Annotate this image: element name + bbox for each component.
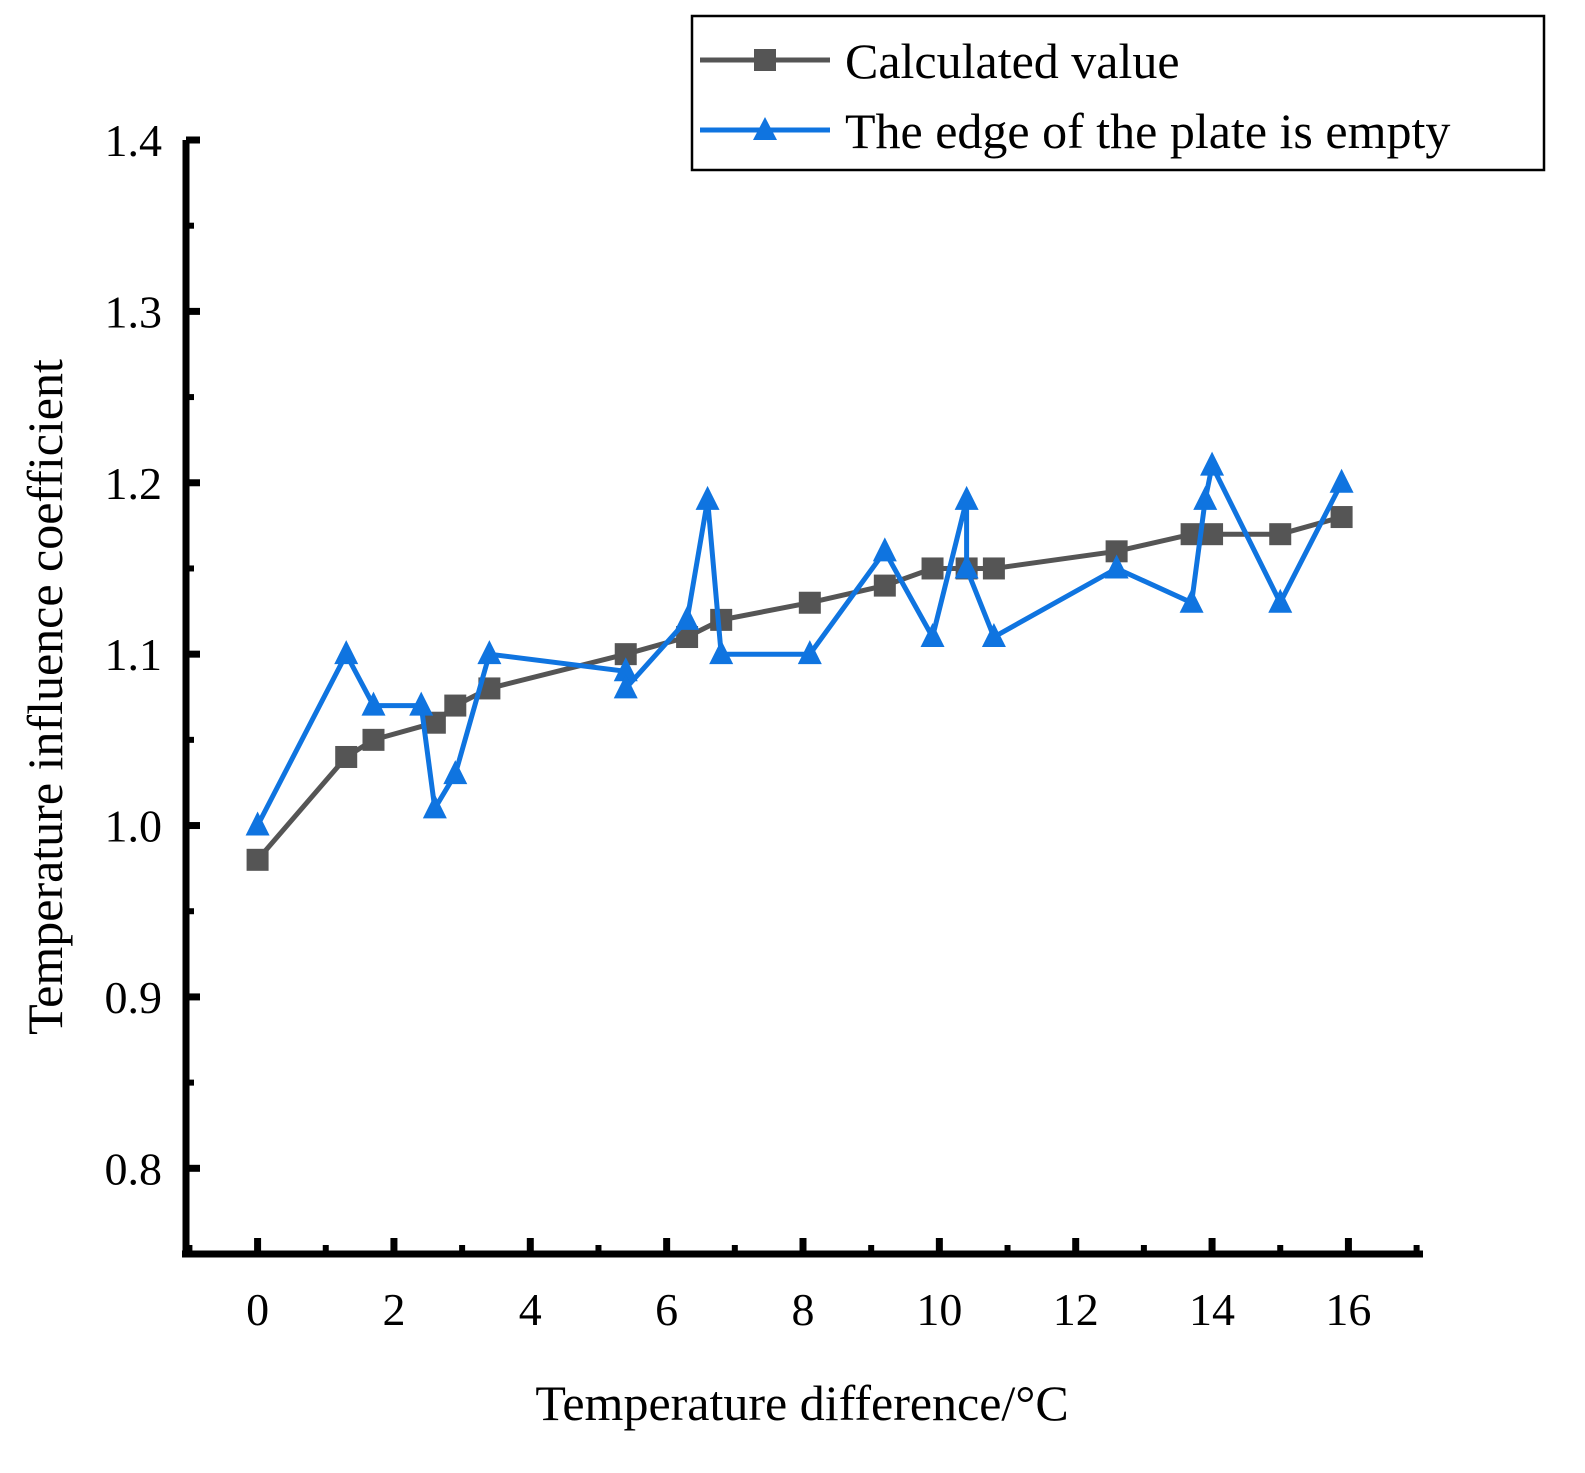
calculated-value-point bbox=[362, 728, 385, 751]
edge-empty-point bbox=[1200, 451, 1225, 476]
legend-marker-triangle-icon bbox=[753, 117, 777, 140]
calculated-value-point bbox=[1105, 540, 1128, 563]
y-tick-label: 1.4 bbox=[105, 115, 163, 166]
y-tick-label: 0.8 bbox=[105, 1143, 163, 1194]
calculated-value-point bbox=[423, 711, 446, 734]
edge-empty-point bbox=[1193, 485, 1218, 510]
y-tick-label: 0.9 bbox=[105, 972, 163, 1023]
edge-empty-point bbox=[1104, 554, 1129, 579]
edge-empty-point bbox=[613, 674, 638, 699]
edge-empty-point bbox=[361, 691, 386, 716]
edge-empty-point bbox=[443, 760, 468, 785]
calculated-value-point bbox=[1201, 523, 1224, 546]
calculated-value-point bbox=[614, 643, 637, 666]
calculated-value-point bbox=[798, 591, 821, 614]
x-tick-label: 2 bbox=[382, 1284, 405, 1335]
legend-label-edge-empty: The edge of the plate is empty bbox=[845, 103, 1450, 159]
edge-empty-point bbox=[920, 623, 945, 648]
legend-box bbox=[690, 14, 1546, 172]
edge-empty-point bbox=[334, 640, 359, 665]
calculated-value-point bbox=[1180, 523, 1203, 546]
x-axis-title: Temperature difference/°C bbox=[535, 1375, 1068, 1431]
y-tick-label: 1.0 bbox=[105, 801, 163, 852]
edge-empty-point bbox=[797, 640, 822, 665]
edge-empty-point bbox=[1268, 588, 1293, 613]
ticks-layer: 0.8 0.9 1.0 1.1 1.2 1.3 1.4 0 2 4 6 8 10 12 14 16 bbox=[105, 115, 1420, 1335]
x-tick-label: 14 bbox=[1189, 1284, 1235, 1335]
edge-empty-point bbox=[409, 691, 434, 716]
edge-empty-point bbox=[954, 554, 979, 579]
calculated-value-point bbox=[873, 574, 896, 597]
series-layer bbox=[245, 451, 1354, 871]
calculated-value-point bbox=[478, 677, 501, 700]
series-line-1 bbox=[255, 457, 1344, 827]
calculated-value-point bbox=[921, 557, 944, 580]
x-tick-label: 0 bbox=[246, 1284, 269, 1335]
x-tick-label: 8 bbox=[792, 1284, 815, 1335]
legend: Calculated value The edge of the plate i… bbox=[690, 14, 1546, 172]
edge-empty-point bbox=[675, 605, 700, 630]
y-axis-title: Temperature influence coefficient bbox=[17, 359, 73, 1035]
calculated-value-point bbox=[1269, 523, 1292, 546]
edge-empty-point bbox=[981, 623, 1006, 648]
calculated-value-point bbox=[246, 848, 269, 871]
y-tick-label: 1.1 bbox=[105, 629, 163, 680]
series-line-0 bbox=[255, 514, 1343, 862]
legend-marker-square-icon bbox=[754, 49, 776, 71]
edge-empty-point bbox=[422, 794, 447, 819]
calculated-value-point bbox=[676, 626, 699, 649]
calculated-value-point bbox=[335, 745, 358, 768]
x-tick-label: 4 bbox=[519, 1284, 542, 1335]
edge-empty-point bbox=[954, 485, 979, 510]
edge-empty-point bbox=[872, 537, 897, 562]
edge-empty-point bbox=[1329, 468, 1354, 493]
x-tick-label: 12 bbox=[1053, 1284, 1099, 1335]
edge-empty-point bbox=[1179, 588, 1204, 613]
edge-empty-point bbox=[477, 640, 502, 665]
x-tick-label: 10 bbox=[916, 1284, 962, 1335]
y-tick-label: 1.2 bbox=[105, 458, 163, 509]
legend-label-calculated: Calculated value bbox=[845, 33, 1180, 89]
calculated-value-point bbox=[444, 694, 467, 717]
x-tick-label: 6 bbox=[655, 1284, 678, 1335]
y-tick-label: 1.3 bbox=[105, 286, 163, 337]
x-tick-label: 16 bbox=[1325, 1284, 1371, 1335]
edge-empty-point bbox=[613, 657, 638, 682]
edge-empty-point bbox=[709, 640, 734, 665]
calculated-value-point bbox=[982, 557, 1005, 580]
edge-empty-point bbox=[245, 811, 270, 836]
calculated-value-point bbox=[1330, 506, 1353, 529]
edge-empty-point bbox=[695, 485, 720, 510]
